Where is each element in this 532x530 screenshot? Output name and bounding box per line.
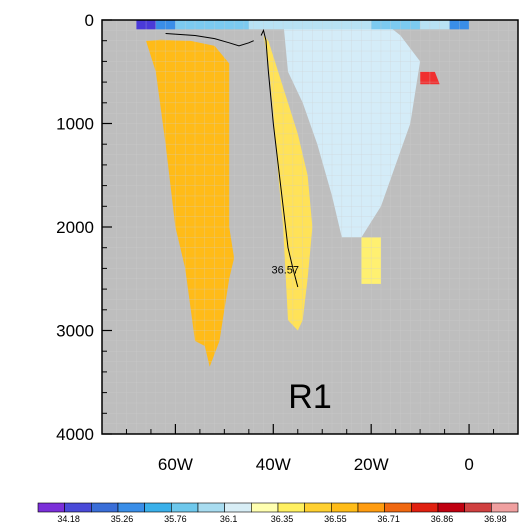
colorbar: 34.18 35.26 35.76 36.1 36.35 36.55 36.71 36.86 3…: [37, 502, 519, 524]
colorbar-box-2: [91, 502, 119, 513]
colorbar-label-1: 35.26: [111, 514, 134, 524]
colorbar-box-17: [491, 502, 519, 513]
colorbar-box-11: [331, 502, 359, 513]
surface-cell-3: [248, 20, 372, 30]
y-tick-label-0: 0: [85, 11, 94, 30]
colorbar-box-4: [144, 502, 172, 513]
axis-ticks: 0 1000 2000 3000 4000 60W 40W 20W 0: [56, 11, 495, 474]
colorbar-label-0: 34.18: [57, 514, 80, 524]
colorbar-box-6: [197, 502, 225, 513]
x-tick-label-0: 60W: [158, 455, 193, 474]
colorbar-label-4: 36.35: [271, 514, 294, 524]
colorbar-box-16: [464, 502, 492, 513]
contour-line-surface: [165, 33, 254, 47]
gridlines: [102, 20, 518, 434]
colorbar-box-12: [357, 502, 385, 513]
colorbar-box-13: [384, 502, 412, 513]
contour-label: 36.57: [272, 265, 300, 277]
colorbar-label-7: 36.86: [431, 514, 454, 524]
colorbar-box-5: [171, 502, 199, 513]
y-tick-label-3: 3000: [56, 322, 94, 341]
y-tick-label-2: 2000: [56, 218, 94, 237]
colorbar-box-15: [437, 502, 465, 513]
colorbar-box-10: [304, 502, 332, 513]
colorbar-label-2: 35.76: [164, 514, 187, 524]
surface-cell-2: [175, 20, 249, 30]
colorbar-box-1: [64, 502, 92, 513]
y-tick-label-1: 1000: [56, 115, 94, 134]
colorbar-box-0: [37, 502, 65, 513]
colorbar-box-7: [224, 502, 252, 513]
colorbar-box-9: [277, 502, 305, 513]
x-tick-label-2: 20W: [354, 455, 389, 474]
colorbar-label-6: 36.71: [377, 514, 400, 524]
region-deep-orange-column: [146, 39, 235, 367]
colorbar-box-8: [251, 502, 279, 513]
surface-cell-4: [371, 20, 421, 30]
region-yellow-column: [263, 35, 313, 331]
y-tick-label-4: 4000: [56, 425, 94, 444]
contours: [165, 28, 299, 288]
x-tick-label-1: 40W: [256, 455, 291, 474]
colorbar-label-3: 36.1: [220, 514, 238, 524]
x-tick-label-3: 0: [464, 455, 473, 474]
contour-line-deep: [260, 28, 299, 288]
colorbar-box-3: [117, 502, 145, 513]
colorbar-box-14: [411, 502, 439, 513]
panel-label: R1: [288, 378, 331, 416]
colorbar-label-8: 36.98: [484, 514, 507, 524]
surface-cell-5: [420, 20, 450, 30]
colorbar-label-5: 36.55: [324, 514, 347, 524]
